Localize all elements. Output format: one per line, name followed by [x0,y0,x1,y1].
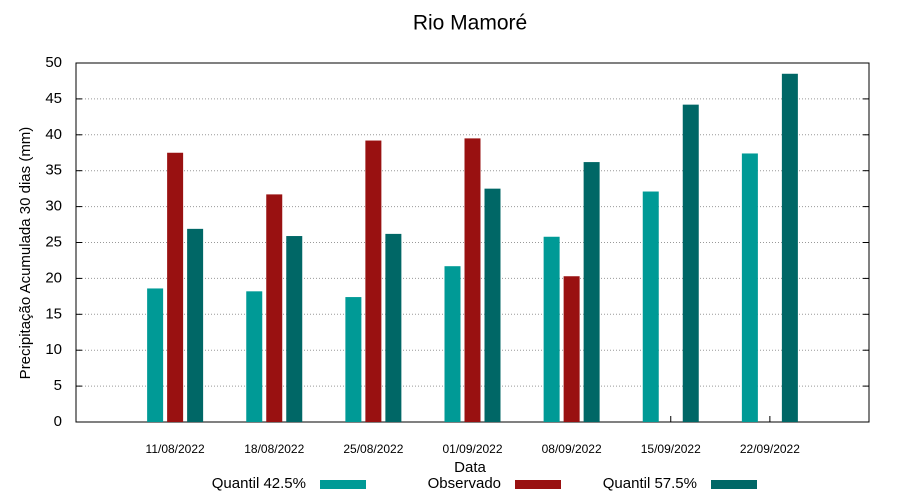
x-tick-label: 01/09/2022 [442,442,502,456]
bar [543,236,560,422]
x-tick-label: 22/09/2022 [740,442,800,456]
bar [642,191,659,422]
y-tick-label: 5 [54,377,62,394]
bar [444,266,461,422]
bar [682,104,699,423]
legend-swatch [320,480,366,489]
y-tick-label: 30 [45,198,62,215]
bar [484,188,501,422]
chart-title: Rio Mamoré [413,12,527,35]
bar [583,162,600,423]
y-tick-label: 40 [45,126,62,143]
bar [167,152,184,422]
bar [464,138,481,422]
legend-label: Observado [428,475,501,492]
legend-label: Quantil 42.5% [212,475,306,492]
y-tick-label: 50 [45,54,62,71]
y-axis-label: Precipitação Acumulada 30 dias (mm) [17,127,34,380]
legend-label: Quantil 57.5% [603,475,697,492]
y-tick-label: 25 [45,233,62,250]
bar [147,288,164,422]
bar [187,228,204,422]
x-tick-label: 25/08/2022 [343,442,403,456]
bar [741,153,758,422]
bar [286,236,303,422]
legend-swatch [515,480,561,489]
x-tick-label: 18/08/2022 [244,442,304,456]
legend-swatch [711,480,757,489]
bar [781,73,798,423]
x-axis-label: Data [454,459,486,476]
bar [246,291,263,422]
bar [385,233,402,422]
bar [563,276,580,422]
y-tick-label: 35 [45,162,62,179]
y-tick-label: 45 [45,90,62,107]
y-tick-label: 0 [54,413,62,430]
y-tick-label: 10 [45,341,62,358]
x-tick-label: 11/08/2022 [146,442,205,456]
y-tick-label: 15 [45,305,62,322]
bar [365,140,382,422]
y-tick-label: 20 [45,269,62,286]
bar [266,194,283,422]
x-tick-label: 15/09/2022 [641,442,701,456]
bar [345,297,362,422]
x-tick-label: 08/09/2022 [542,442,602,456]
